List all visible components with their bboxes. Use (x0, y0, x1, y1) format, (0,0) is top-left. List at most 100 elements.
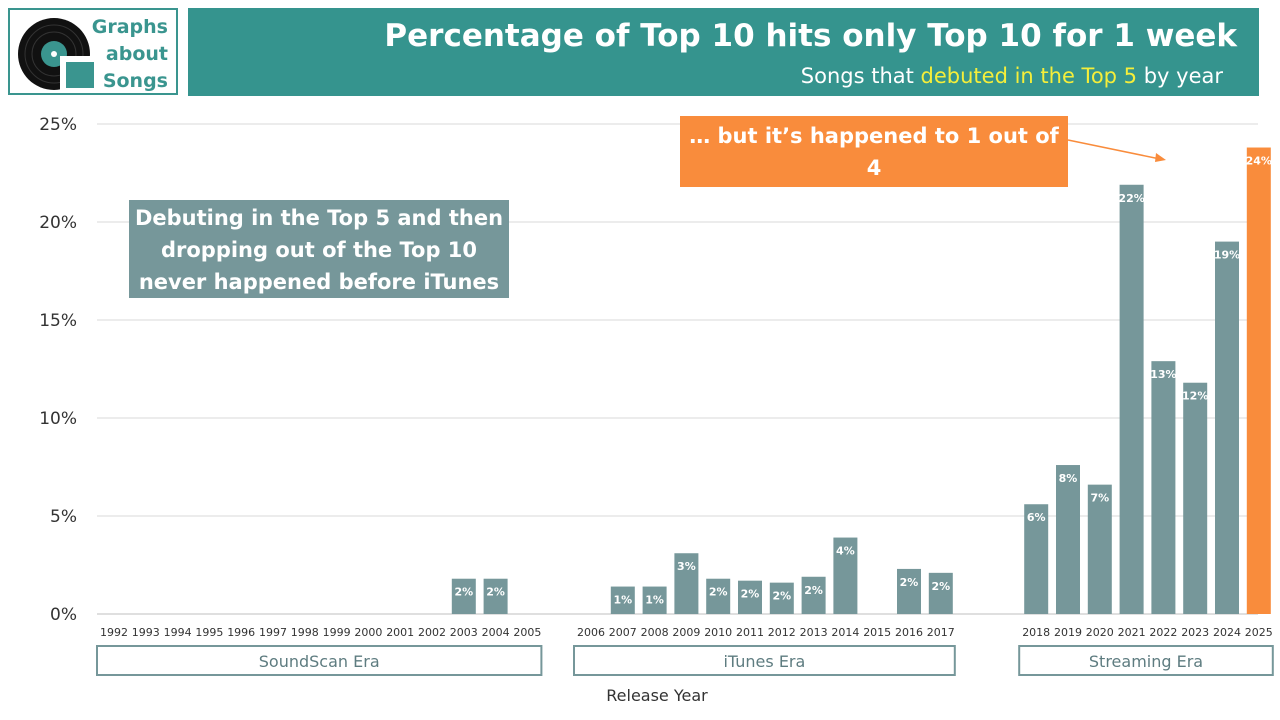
bar-2017 (928, 572, 953, 614)
data-label-2003: 2% (454, 586, 473, 599)
x-tick-label: 2012 (768, 626, 796, 639)
bar-2023 (1183, 382, 1208, 614)
x-tick-label: 2013 (800, 626, 828, 639)
chart-title: Percentage of Top 10 hits only Top 10 fo… (384, 18, 1237, 54)
x-tick-label: 2004 (482, 626, 510, 639)
x-tick-label: 2015 (863, 626, 891, 639)
data-label-2018: 6% (1027, 511, 1046, 524)
x-tick-label: 2006 (577, 626, 605, 639)
data-label-2011: 2% (741, 588, 760, 601)
bar-2014 (833, 537, 858, 614)
bar-2019 (1056, 465, 1080, 614)
vinyl-record-icon (18, 18, 100, 92)
bar-2013 (801, 576, 826, 614)
arrow-head-icon (1155, 153, 1166, 162)
bar-2024 (1215, 241, 1239, 614)
subtitle-prefix: Songs that (800, 64, 921, 88)
subtitle-highlight: debuted in the Top 5 (920, 64, 1138, 88)
x-tick-label: 2003 (450, 626, 478, 639)
data-label-2004: 2% (486, 586, 505, 599)
x-tick-label: 2016 (895, 626, 923, 639)
data-label-2021: 22% (1118, 192, 1144, 205)
x-tick-label: 2017 (927, 626, 955, 639)
x-tick-label: 1998 (291, 626, 319, 639)
x-tick-label: 2024 (1213, 626, 1241, 639)
y-tick-label: 5% (50, 507, 77, 527)
annotation-right-line-1: … but it’s happened to 1 out of 4 (689, 124, 1059, 180)
era-box (96, 645, 543, 676)
x-tick-label: 1997 (259, 626, 287, 639)
x-tick-label: 1995 (195, 626, 223, 639)
x-tick-label: 1993 (132, 626, 160, 639)
era-label: iTunes Era (723, 652, 805, 671)
annotation-before-itunes: Debuting in the Top 5 and then dropping … (129, 200, 509, 298)
x-tick-label: 2021 (1118, 626, 1146, 639)
x-tick-label: 2020 (1086, 626, 1114, 639)
bar-2003 (451, 578, 476, 614)
data-label-2013: 2% (804, 584, 823, 597)
logo-line-1: Graphs (91, 16, 168, 38)
x-tick-label: 2001 (386, 626, 414, 639)
y-tick-label: 25% (39, 115, 77, 135)
bar-2009 (674, 553, 699, 614)
era-box (573, 645, 956, 676)
annotation-arrow (1067, 139, 1161, 160)
x-tick-label: 2009 (672, 626, 700, 639)
x-tick-label: 2002 (418, 626, 446, 639)
data-label-2009: 3% (677, 560, 696, 573)
x-tick-label: 1994 (164, 626, 192, 639)
logo: Graphs about Songs (8, 8, 178, 95)
x-tick-label: 2014 (831, 626, 859, 639)
data-label-2008: 1% (645, 594, 664, 607)
y-tick-label: 10% (39, 409, 77, 429)
bar-2007 (610, 586, 635, 614)
chart-subtitle: Songs that debuted in the Top 5 by year (801, 64, 1223, 88)
bar-2025 (1246, 147, 1271, 614)
annotation-left-line-3: never happened before iTunes (138, 270, 500, 294)
bar-2012 (769, 582, 794, 614)
x-tick-label: 2011 (736, 626, 764, 639)
bar-2020 (1087, 484, 1112, 614)
data-label-2007: 1% (613, 594, 632, 607)
title-banner: Percentage of Top 10 hits only Top 10 fo… (188, 8, 1259, 96)
bar-2022 (1151, 361, 1176, 614)
data-label-2020: 7% (1090, 492, 1109, 505)
bar-2021 (1119, 184, 1144, 614)
x-tick-label: 2008 (641, 626, 669, 639)
annotation-left-line-1: Debuting in the Top 5 and then (134, 206, 504, 230)
data-label-2010: 2% (709, 586, 728, 599)
x-tick-label: 1996 (227, 626, 255, 639)
x-tick-label: 2019 (1054, 626, 1082, 639)
x-tick-label: 2018 (1022, 626, 1050, 639)
era-label: SoundScan Era (259, 652, 380, 671)
data-label-2012: 2% (772, 590, 791, 603)
y-tick-label: 0% (50, 605, 77, 625)
x-tick-label: 2005 (513, 626, 541, 639)
annotation-2025: … but it’s happened to 1 out of 4 Top 10… (680, 116, 1068, 212)
era-box (1018, 645, 1274, 676)
subtitle-suffix: by year (1137, 64, 1223, 88)
data-label-2025: 24% (1246, 155, 1272, 168)
data-label-2016: 2% (900, 576, 919, 589)
bar-2016 (897, 568, 921, 614)
data-label-2014: 4% (836, 545, 855, 558)
x-tick-label: 2007 (609, 626, 637, 639)
data-label-2024: 19% (1214, 249, 1240, 262)
x-tick-label: 1999 (323, 626, 351, 639)
bar-2004 (483, 578, 508, 614)
x-tick-label: 2023 (1181, 626, 1209, 639)
data-label-2022: 13% (1150, 368, 1176, 381)
logo-line-2: about (105, 43, 168, 65)
y-tick-label: 20% (39, 213, 77, 233)
annotation-right-line-2: Top 10 songs so far in 2025. (707, 188, 1041, 212)
data-label-2019: 8% (1059, 472, 1078, 485)
x-axis-title: Release Year (606, 686, 708, 705)
logo-line-3: Songs (102, 70, 168, 92)
x-tick-label: 2010 (704, 626, 732, 639)
x-tick-label: 2025 (1245, 626, 1273, 639)
data-label-2017: 2% (931, 580, 950, 593)
bar-2018 (1024, 504, 1049, 614)
x-tick-label: 2022 (1149, 626, 1177, 639)
y-tick-label: 15% (39, 311, 77, 331)
